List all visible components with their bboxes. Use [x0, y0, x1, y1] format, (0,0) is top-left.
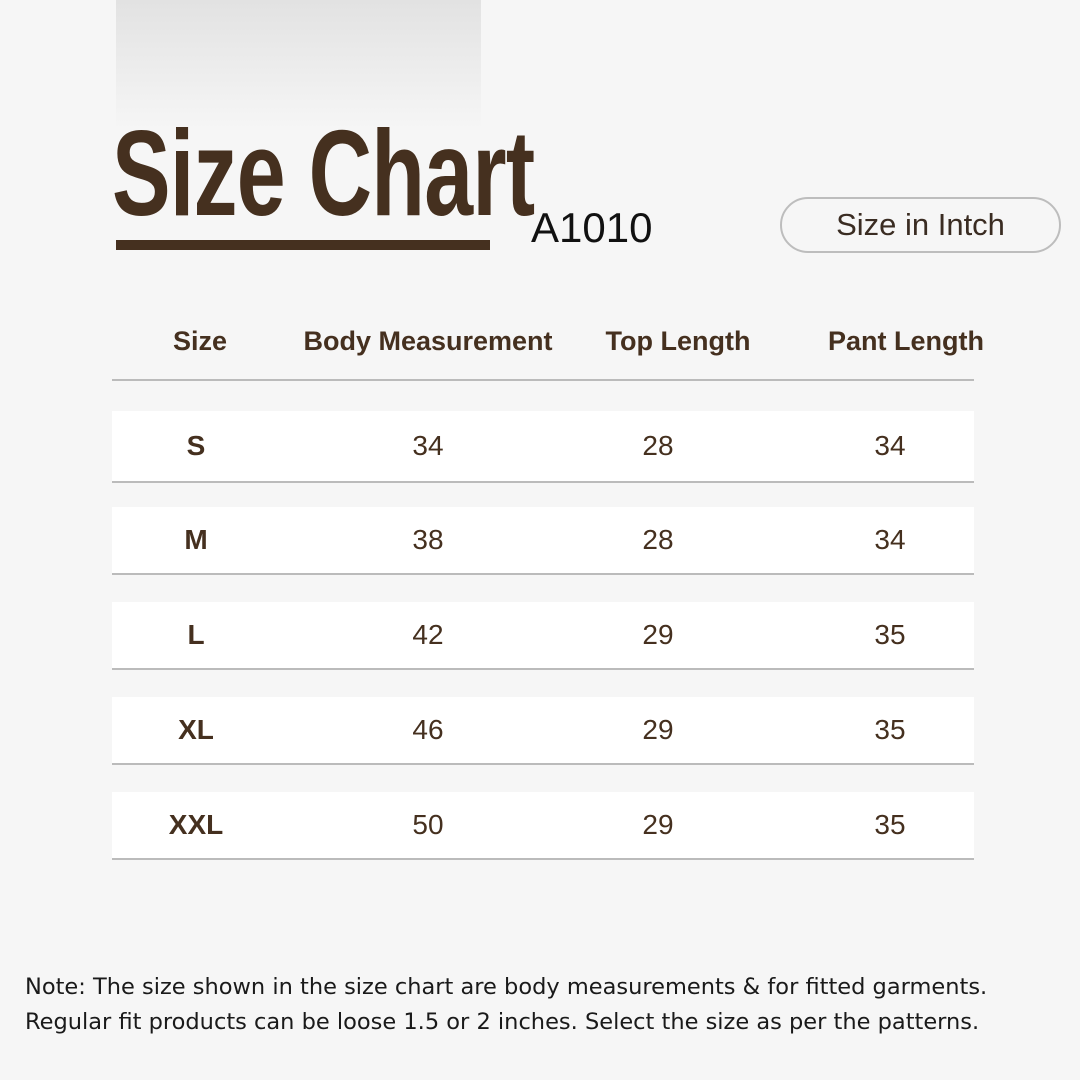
- column-header-top-length: Top Length: [605, 326, 751, 356]
- size-note: Note: The size shown in the size chart a…: [25, 970, 987, 1040]
- note-line-1: Note: The size shown in the size chart a…: [25, 974, 988, 1000]
- body-measurement-cell: 38: [412, 524, 444, 555]
- body-measurement-cell: 42: [412, 619, 444, 650]
- body-measurement-cell: 50: [412, 809, 444, 840]
- pant-length-cell: 35: [874, 809, 906, 840]
- column-header-body-measurement: Body Measurement: [303, 326, 553, 356]
- body-measurement-cell: 46: [412, 714, 444, 745]
- top-length-cell: 29: [642, 809, 674, 840]
- pant-length-cell: 34: [874, 524, 906, 555]
- table-row: M 38 28 34: [112, 507, 974, 575]
- pant-length-cell: 35: [874, 619, 906, 650]
- table-row: L 42 29 35: [112, 602, 974, 670]
- unit-label: Size in Intch: [836, 207, 1005, 242]
- title-underline: [116, 240, 490, 250]
- column-header-pant-length: Pant Length: [828, 326, 984, 356]
- size-cell: XXL: [168, 809, 224, 840]
- size-cell: XL: [178, 714, 214, 745]
- table-row: S 34 28 34: [112, 411, 974, 483]
- top-length-cell: 28: [642, 524, 674, 555]
- body-measurement-cell: 34: [412, 430, 444, 461]
- column-header-size: Size: [172, 326, 228, 356]
- table-row: XL 46 29 35: [112, 697, 974, 765]
- note-line-2: Regular fit products can be loose 1.5 or…: [25, 1009, 980, 1035]
- product-code: A1010: [531, 204, 653, 251]
- table-row: XXL 50 29 35: [112, 792, 974, 860]
- header-divider: [112, 379, 974, 381]
- unit-badge: Size in Intch: [780, 197, 1061, 253]
- size-cell: M: [184, 524, 208, 555]
- size-cell: S: [186, 430, 206, 461]
- decorative-gradient-panel: [116, 0, 481, 130]
- size-cell: L: [187, 619, 205, 650]
- pant-length-cell: 34: [874, 430, 906, 461]
- top-length-cell: 29: [642, 714, 674, 745]
- page-title: Size Chart: [112, 105, 535, 241]
- top-length-cell: 29: [642, 619, 674, 650]
- top-length-cell: 28: [642, 430, 674, 461]
- pant-length-cell: 35: [874, 714, 906, 745]
